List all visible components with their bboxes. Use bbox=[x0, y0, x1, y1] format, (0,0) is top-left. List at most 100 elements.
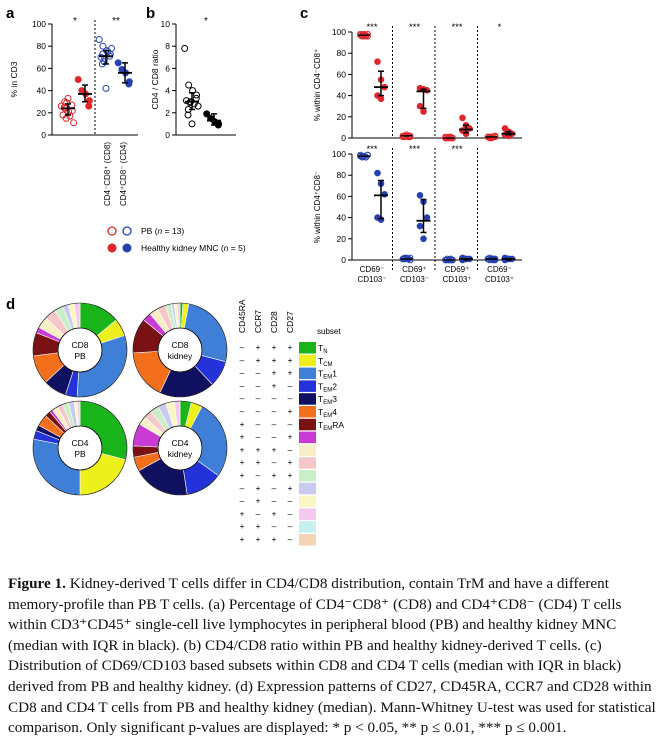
data-point bbox=[362, 153, 370, 161]
expression-sign: + bbox=[272, 444, 277, 454]
panel-b: b 0 2 4 6 8 10 CD4 / CD8 ratio * bbox=[146, 5, 236, 140]
data-point bbox=[203, 110, 211, 118]
y-tick-label: 10 bbox=[161, 19, 171, 29]
subset-swatch bbox=[299, 457, 316, 469]
legend-marker bbox=[122, 226, 132, 236]
y-tick-label: 60 bbox=[37, 63, 47, 73]
data-point bbox=[364, 32, 371, 40]
legend-marker bbox=[107, 243, 117, 253]
y-tick-label: 40 bbox=[337, 213, 347, 223]
donut-label: PB bbox=[74, 449, 86, 459]
expression-sign: + bbox=[240, 534, 245, 544]
donut-label: CD8 bbox=[71, 340, 88, 350]
y-tick-label: 20 bbox=[337, 234, 347, 244]
data-point bbox=[100, 58, 108, 66]
expression-sign: + bbox=[272, 342, 277, 352]
marker-header: CD28 bbox=[269, 311, 279, 333]
y-tick-label: 6 bbox=[165, 63, 170, 73]
subset-label-main: T bbox=[318, 407, 323, 417]
marker-header: CD45RA bbox=[237, 299, 247, 333]
expression-sign: – bbox=[240, 380, 245, 390]
significance-star: *** bbox=[366, 22, 377, 33]
legend-label: PB (n = 13) bbox=[141, 226, 184, 236]
expression-sign: + bbox=[272, 355, 277, 365]
data-point bbox=[185, 81, 193, 89]
expression-sign: – bbox=[256, 419, 261, 429]
significance-star: *** bbox=[451, 144, 462, 155]
y-tick-label: 0 bbox=[341, 133, 346, 143]
expression-sign: + bbox=[256, 342, 261, 352]
expression-sign: – bbox=[288, 380, 293, 390]
subset-label: TEM4 bbox=[318, 407, 337, 419]
y-tick-label: 60 bbox=[337, 191, 347, 201]
subset-swatch bbox=[299, 495, 316, 508]
expression-sign: + bbox=[272, 380, 277, 390]
subset-label: TEM1 bbox=[318, 369, 337, 381]
expression-sign: – bbox=[256, 368, 261, 378]
y-axis-label: CD4 / CD8 ratio bbox=[150, 49, 160, 109]
subset-label-suffix: 3 bbox=[332, 394, 337, 404]
x-tick-label: CD69⁺ bbox=[445, 265, 470, 274]
legend-text: = 13) bbox=[162, 226, 184, 236]
expression-sign: – bbox=[240, 496, 245, 506]
expression-sign: – bbox=[288, 393, 293, 403]
expression-sign: – bbox=[272, 419, 277, 429]
data-point bbox=[374, 169, 381, 177]
subset-label: TEMRA bbox=[318, 420, 344, 432]
caption-text: Kidney-derived T cells differ in CD4/CD8… bbox=[8, 575, 656, 737]
donut-label: CD4 bbox=[71, 438, 88, 448]
data-point bbox=[102, 84, 110, 92]
subset-swatch bbox=[299, 354, 316, 367]
x-tick-label: CD103⁻ bbox=[400, 275, 429, 284]
subset-label: TN bbox=[318, 343, 328, 355]
y-tick-label: 40 bbox=[37, 86, 47, 96]
expression-sign: + bbox=[272, 470, 277, 480]
data-point bbox=[85, 102, 93, 110]
expression-sign: – bbox=[288, 496, 293, 506]
legend-text: = 5) bbox=[228, 243, 245, 253]
donut-label: kidney bbox=[168, 449, 193, 459]
expression-sign: – bbox=[240, 406, 245, 416]
expression-sign: – bbox=[288, 534, 293, 544]
subset-label-main: T bbox=[318, 369, 323, 379]
donut-label: CD8 bbox=[171, 340, 188, 350]
subset-label-suffix: 4 bbox=[332, 407, 337, 417]
y-tick-label: 20 bbox=[337, 112, 347, 122]
subset-label: TCM bbox=[318, 356, 333, 368]
subset-swatch bbox=[299, 470, 316, 482]
expression-sign: – bbox=[272, 393, 277, 403]
data-point bbox=[95, 36, 103, 44]
expression-sign: – bbox=[256, 380, 261, 390]
y-tick-label: 40 bbox=[337, 91, 347, 101]
subset-label-main: T bbox=[318, 343, 323, 353]
data-point bbox=[459, 114, 466, 122]
subset-swatch bbox=[299, 431, 316, 444]
expression-sign: + bbox=[256, 355, 261, 365]
donut-hole bbox=[157, 327, 203, 373]
data-point bbox=[193, 91, 201, 99]
expression-sign: + bbox=[288, 368, 293, 378]
panel-letter: a bbox=[6, 5, 15, 22]
data-point bbox=[108, 44, 116, 52]
y-axis-label: % in CD3 bbox=[9, 61, 19, 97]
expression-sign: – bbox=[288, 419, 293, 429]
y-axis-label: % within CD4⁺CD8⁻ bbox=[313, 171, 322, 243]
data-point bbox=[184, 111, 192, 119]
legend: PB (n = 13)Healthy kidney MNC (n = 5) bbox=[107, 226, 246, 253]
legend-marker bbox=[122, 243, 132, 253]
donut-hole bbox=[57, 327, 103, 373]
y-tick-label: 100 bbox=[32, 19, 46, 29]
expression-sign: + bbox=[272, 534, 277, 544]
expression-sign: – bbox=[256, 393, 261, 403]
expression-sign: – bbox=[240, 342, 245, 352]
expression-sign: – bbox=[256, 406, 261, 416]
expression-sign: – bbox=[288, 508, 293, 518]
expression-sign: + bbox=[256, 483, 261, 493]
y-tick-label: 0 bbox=[41, 130, 46, 140]
x-tick-label: CD103⁺ bbox=[485, 275, 514, 284]
subset-swatch bbox=[299, 482, 316, 495]
data-point bbox=[97, 53, 105, 61]
